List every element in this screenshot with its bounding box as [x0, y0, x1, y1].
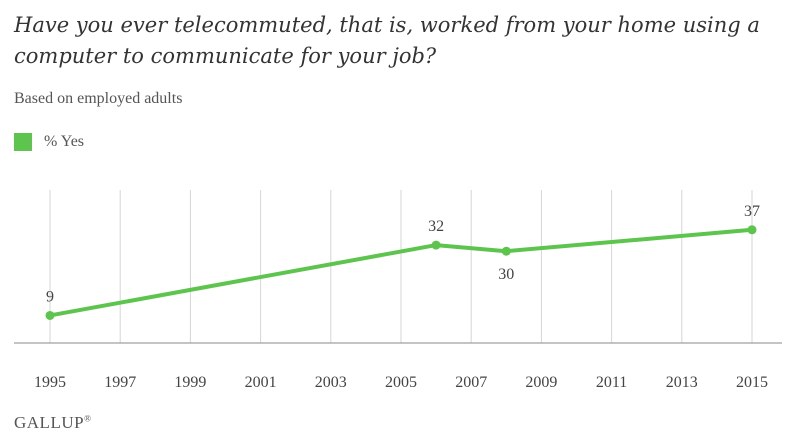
data-label-2008: 30 — [498, 266, 514, 283]
x-tick-label-2005: 2005 — [385, 374, 417, 391]
x-tick-label-2013: 2013 — [666, 374, 698, 391]
x-tick-label-1999: 1999 — [174, 374, 206, 391]
data-point-2015 — [747, 225, 757, 235]
x-tick-label-2011: 2011 — [596, 374, 627, 391]
legend: % Yes — [14, 133, 84, 151]
series-line-0 — [48, 227, 754, 318]
data-point-1995 — [45, 310, 55, 320]
x-tick-label-1995: 1995 — [34, 374, 66, 391]
gallup-logo-text: GALLUP — [14, 413, 85, 432]
data-point-2006 — [431, 240, 441, 250]
x-tick-label-2007: 2007 — [455, 374, 487, 391]
gallup-logo: GALLUP® — [14, 413, 91, 433]
data-point-2008 — [501, 246, 511, 256]
data-label-2006: 32 — [428, 218, 444, 235]
data-label-1995: 9 — [46, 288, 54, 305]
registered-mark: ® — [84, 413, 92, 424]
x-tick-label-2003: 2003 — [315, 374, 347, 391]
chart-title: Have you ever telecommuted, that is, wor… — [14, 13, 760, 68]
x-tick-label-2001: 2001 — [245, 374, 277, 391]
legend-label: % Yes — [44, 133, 85, 150]
x-tick-label-2015: 2015 — [736, 374, 768, 391]
x-tick-label-1997: 1997 — [104, 374, 136, 391]
x-tick-label-2009: 2009 — [525, 374, 557, 391]
legend-swatch — [14, 133, 32, 151]
chart-subtitle: Based on employed adults — [14, 90, 183, 107]
data-label-2015: 37 — [744, 203, 760, 220]
